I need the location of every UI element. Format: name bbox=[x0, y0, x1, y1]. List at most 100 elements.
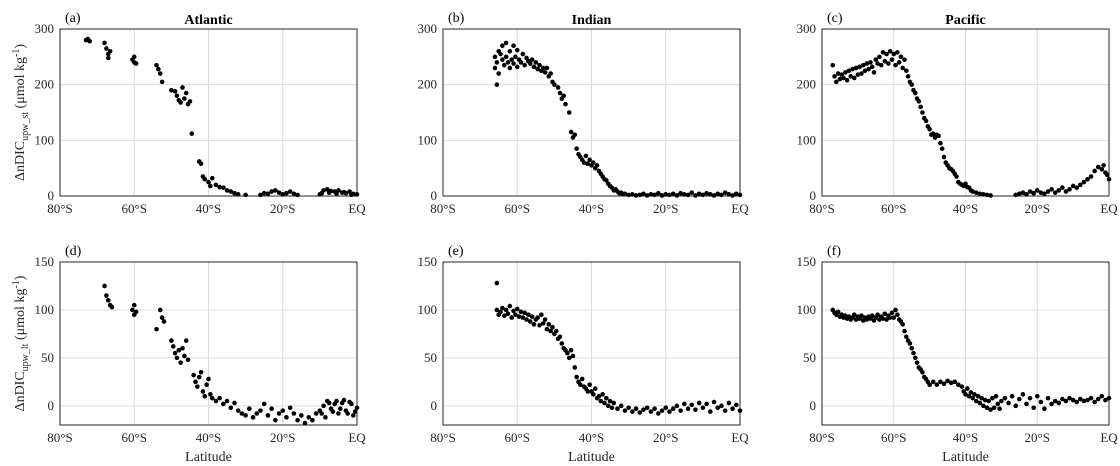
data-point bbox=[313, 411, 319, 416]
plot-frame bbox=[442, 261, 741, 426]
data-point bbox=[1070, 183, 1076, 189]
data-point bbox=[663, 192, 669, 197]
x-tick-label: 20°S bbox=[270, 201, 295, 216]
data-point bbox=[1095, 164, 1101, 170]
data-point bbox=[553, 328, 559, 334]
data-point bbox=[959, 384, 965, 389]
data-point bbox=[726, 192, 732, 197]
data-point bbox=[535, 66, 540, 72]
data-point bbox=[938, 140, 943, 146]
data-point bbox=[221, 185, 226, 190]
data-point bbox=[500, 57, 505, 62]
panel-2: 80°S 60°S 40°S 20°S EQ 0 100 200 300 (b) Indian bbox=[418, 11, 750, 216]
y-tick-label: 100 bbox=[35, 132, 55, 147]
data-point bbox=[880, 50, 886, 55]
data-point bbox=[232, 190, 237, 196]
data-point bbox=[295, 417, 300, 423]
data-point bbox=[87, 38, 92, 44]
data-point bbox=[641, 407, 646, 412]
data-point bbox=[982, 397, 988, 403]
data-point bbox=[1013, 403, 1019, 409]
data-point bbox=[964, 386, 970, 391]
data-point bbox=[659, 193, 665, 198]
data-point bbox=[851, 75, 857, 81]
data-point bbox=[579, 376, 585, 382]
data-point bbox=[912, 90, 918, 96]
data-point bbox=[276, 190, 282, 195]
data-point bbox=[685, 192, 691, 198]
data-point bbox=[990, 395, 995, 401]
panel-title: Indian bbox=[572, 13, 612, 28]
data-point bbox=[916, 99, 922, 104]
data-point bbox=[689, 402, 695, 408]
data-point bbox=[494, 82, 500, 87]
data-point bbox=[682, 192, 687, 197]
data-point bbox=[273, 417, 278, 423]
data-point bbox=[243, 192, 248, 198]
data-point bbox=[904, 334, 909, 340]
data-point bbox=[948, 380, 954, 386]
data-point bbox=[287, 189, 293, 194]
data-point bbox=[1078, 396, 1083, 402]
data-point bbox=[336, 411, 341, 416]
data-point bbox=[941, 381, 947, 387]
data-point bbox=[637, 192, 643, 198]
data-point bbox=[652, 192, 657, 198]
data-point bbox=[911, 350, 916, 356]
data-point bbox=[587, 157, 592, 163]
data-point bbox=[600, 392, 605, 397]
data-point bbox=[104, 46, 109, 51]
data-point bbox=[185, 357, 191, 363]
panel-label: (f) bbox=[827, 244, 841, 259]
y-tick-label: 0 bbox=[810, 188, 817, 203]
data-point bbox=[204, 382, 209, 388]
data-point bbox=[1106, 395, 1112, 401]
data-point bbox=[529, 57, 535, 62]
data-point bbox=[853, 65, 859, 71]
data-point bbox=[670, 406, 676, 412]
data-point bbox=[131, 312, 137, 318]
data-point bbox=[1020, 190, 1026, 195]
data-point bbox=[896, 60, 902, 65]
data-point bbox=[154, 326, 159, 332]
data-point bbox=[682, 401, 687, 407]
data-point bbox=[711, 193, 717, 198]
data-point bbox=[986, 398, 992, 404]
y-tick-label: 200 bbox=[418, 77, 438, 92]
panel-label: (a) bbox=[65, 11, 81, 26]
data-point bbox=[544, 65, 550, 71]
data-point bbox=[591, 160, 596, 165]
data-point bbox=[891, 315, 897, 320]
data-point bbox=[302, 420, 308, 426]
data-point bbox=[979, 395, 984, 401]
data-point bbox=[319, 411, 325, 416]
data-point bbox=[884, 51, 889, 57]
data-point bbox=[235, 408, 241, 413]
data-point bbox=[172, 350, 178, 356]
data-point bbox=[544, 326, 550, 332]
scatter-series bbox=[83, 36, 360, 198]
data-point bbox=[733, 191, 739, 197]
data-point bbox=[607, 398, 613, 404]
data-point bbox=[492, 65, 498, 71]
data-point bbox=[354, 192, 360, 197]
data-point bbox=[889, 57, 895, 62]
data-point bbox=[868, 60, 873, 65]
data-point bbox=[507, 303, 513, 309]
data-point bbox=[902, 57, 907, 62]
plot-frame bbox=[59, 261, 358, 426]
y-tick-label: 200 bbox=[35, 77, 55, 92]
data-point bbox=[228, 189, 234, 194]
data-point bbox=[864, 61, 870, 66]
data-point bbox=[938, 379, 943, 385]
data-point bbox=[326, 190, 332, 195]
data-point bbox=[522, 62, 527, 68]
data-point bbox=[700, 192, 706, 198]
data-point bbox=[674, 403, 680, 409]
panel-label: (b) bbox=[448, 11, 465, 26]
data-point bbox=[572, 132, 578, 138]
data-point bbox=[930, 379, 936, 385]
data-point bbox=[529, 314, 535, 319]
data-point bbox=[1031, 190, 1036, 196]
